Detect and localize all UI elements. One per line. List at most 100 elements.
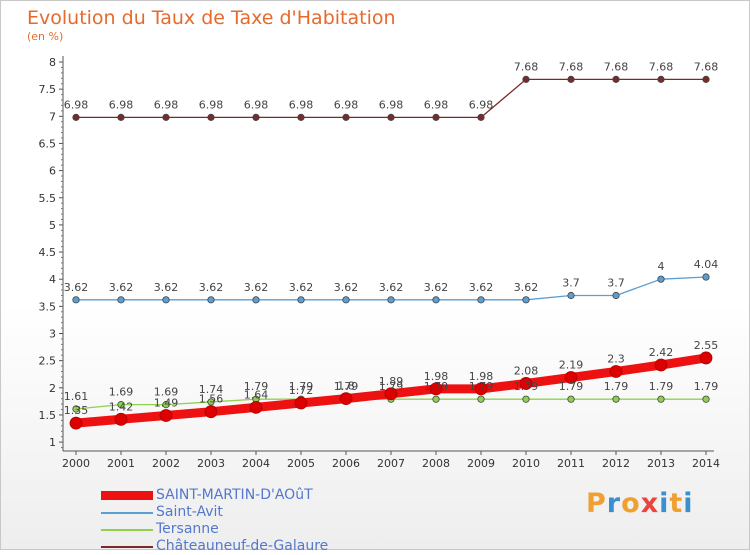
data-point xyxy=(477,113,485,121)
data-label: 7.68 xyxy=(514,60,539,73)
data-label: 1.35 xyxy=(64,404,89,417)
data-point xyxy=(114,412,128,426)
data-label: 1.79 xyxy=(289,380,314,393)
data-point xyxy=(474,382,488,396)
data-point xyxy=(612,75,620,83)
data-label: 3.62 xyxy=(154,281,179,294)
data-label: 1.42 xyxy=(109,400,134,413)
data-point xyxy=(567,395,575,403)
x-tick-label: 2002 xyxy=(152,457,180,470)
data-point xyxy=(159,409,173,422)
data-point xyxy=(522,296,530,304)
data-label: 1.49 xyxy=(154,396,179,409)
data-point xyxy=(162,113,170,121)
data-point xyxy=(387,113,395,121)
data-point xyxy=(117,296,125,304)
x-tick-label: 2011 xyxy=(557,457,585,470)
data-label: 1.79 xyxy=(694,380,719,393)
data-point xyxy=(702,273,710,281)
data-label: 7.68 xyxy=(694,60,719,73)
data-label: 3.62 xyxy=(289,281,314,294)
legend-swatch xyxy=(101,529,153,531)
data-label: 6.98 xyxy=(424,98,449,111)
data-point xyxy=(162,401,170,409)
legend-label: Tersanne xyxy=(156,521,219,537)
data-point xyxy=(609,365,623,378)
data-label: 3.7 xyxy=(607,276,625,289)
x-tick-label: 2006 xyxy=(332,457,360,470)
x-tick-label: 2007 xyxy=(377,457,405,470)
y-tick-label: 6 xyxy=(49,165,56,178)
data-label: 1.8 xyxy=(337,380,355,393)
data-point xyxy=(249,400,263,414)
data-label: 1.69 xyxy=(109,386,134,399)
y-tick-label: 7.5 xyxy=(39,83,57,96)
data-label: 6.98 xyxy=(244,98,269,111)
x-tick-label: 2001 xyxy=(107,457,135,470)
chart-title: Evolution du Taux de Taxe d'Habitation xyxy=(27,7,396,29)
data-point xyxy=(702,395,710,403)
x-tick-label: 2005 xyxy=(287,457,315,470)
logo-letter: r xyxy=(606,488,622,519)
data-point xyxy=(384,387,398,401)
data-label: 1.79 xyxy=(424,380,449,393)
data-label: 6.98 xyxy=(64,98,89,111)
y-tick-label: 6.5 xyxy=(39,137,57,150)
data-label: 1.72 xyxy=(289,384,314,397)
y-tick-label: 2 xyxy=(49,382,56,395)
data-point xyxy=(699,351,713,365)
x-tick-label: 2012 xyxy=(602,457,630,470)
data-label: 4 xyxy=(658,260,665,273)
data-label: 6.98 xyxy=(199,98,224,111)
logo-letter: P xyxy=(586,488,607,519)
data-point xyxy=(522,75,530,83)
data-labels-layer: 1.35 1.42 1.49 1.56 1.64 1.72 1.8 1.89 1.98 1.98 2… xyxy=(64,60,719,417)
logo-letter: o xyxy=(621,488,641,519)
data-label: 7.68 xyxy=(649,60,674,73)
y-tick-label: 3 xyxy=(49,328,56,341)
logo-letter: x xyxy=(640,488,660,519)
data-point xyxy=(567,75,575,83)
data-label: 4.04 xyxy=(694,258,719,271)
series-layer xyxy=(69,75,713,430)
logo-letter: t xyxy=(669,488,684,519)
data-label: 1.79 xyxy=(469,380,494,393)
data-label: 3.62 xyxy=(469,281,494,294)
data-label: 1.89 xyxy=(379,375,404,388)
data-label: 1.98 xyxy=(469,370,494,383)
data-point xyxy=(252,296,260,304)
data-point xyxy=(432,395,440,403)
data-label: 3.62 xyxy=(379,281,404,294)
data-point xyxy=(252,113,260,121)
data-point xyxy=(297,113,305,121)
legend-swatch xyxy=(101,491,153,500)
y-tick-label: 4 xyxy=(49,273,56,286)
data-point xyxy=(477,395,485,403)
data-label: 2.42 xyxy=(649,346,674,359)
data-label: 1.61 xyxy=(64,390,89,403)
legend-swatch xyxy=(101,512,153,514)
x-tick-label: 2013 xyxy=(647,457,675,470)
x-tick-label: 2000 xyxy=(62,457,90,470)
data-label: 6.98 xyxy=(154,98,179,111)
data-point xyxy=(72,405,80,413)
data-label: 6.98 xyxy=(379,98,404,111)
data-point xyxy=(342,113,350,121)
data-label: 1.74 xyxy=(199,383,224,396)
data-label: 7.68 xyxy=(604,60,629,73)
y-tick-label: 3.5 xyxy=(39,300,57,313)
data-point xyxy=(162,296,170,304)
data-point xyxy=(657,75,665,83)
data-point xyxy=(207,398,215,406)
y-tick-label: 5.5 xyxy=(39,192,57,205)
data-point xyxy=(519,377,533,390)
data-label: 1.79 xyxy=(559,380,584,393)
data-point xyxy=(564,371,578,384)
data-point xyxy=(429,382,443,396)
data-label: 6.98 xyxy=(289,98,314,111)
data-label: 3.62 xyxy=(334,281,359,294)
data-label: 1.64 xyxy=(244,388,269,401)
data-point xyxy=(117,113,125,121)
